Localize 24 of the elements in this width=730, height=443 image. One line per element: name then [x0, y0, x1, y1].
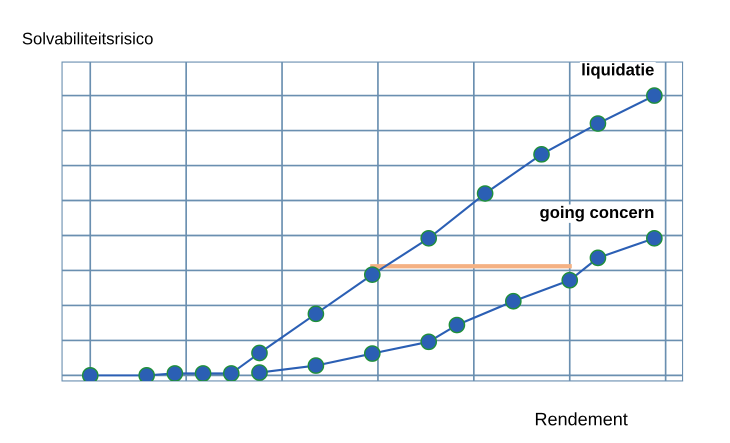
point: [646, 87, 663, 104]
point: [476, 185, 494, 202]
point: [308, 305, 324, 322]
x-axis-title: Rendement: [536, 412, 628, 426]
point: [308, 357, 324, 374]
point: [166, 365, 184, 381]
point: [222, 365, 240, 381]
point: [590, 250, 606, 266]
point: [420, 230, 438, 247]
point: [590, 115, 606, 132]
series-label: liquidatie: [582, 63, 654, 79]
point: [448, 316, 466, 334]
point: [251, 364, 268, 381]
point: [420, 333, 438, 350]
point: [251, 344, 268, 362]
point: [364, 266, 381, 283]
series-label: going concern: [540, 206, 654, 222]
point: [646, 230, 663, 247]
point: [561, 272, 578, 289]
point: [504, 292, 522, 310]
point: [194, 365, 212, 381]
point: [533, 146, 550, 163]
y-axis-title: Solvabiliteitsrisico: [22, 32, 153, 44]
point: [364, 345, 381, 362]
